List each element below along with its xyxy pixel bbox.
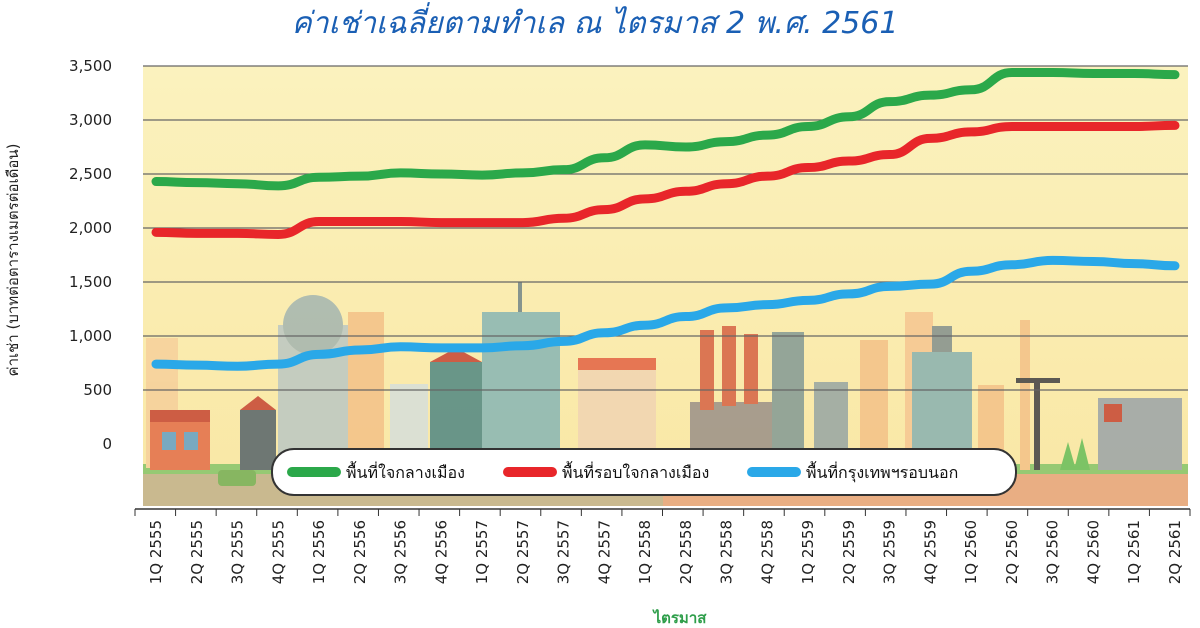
x-tick-label: 2Q 2560 [1003,520,1021,584]
x-tick-label: 2Q 2555 [188,520,206,584]
x-tick-label: 3Q 2557 [555,520,573,584]
y-gridlines [143,65,1188,391]
y-tick-label: 2,500 [69,165,112,183]
legend-box [271,448,1017,496]
x-tick-label: 3Q 2560 [1044,520,1062,584]
y-axis-label: ค่าเช่า (บาทต่อตารางเมตรต่อเดือน) [4,144,22,377]
x-tick-label: 4Q 2558 [758,520,776,584]
series-line-2 [151,120,1180,239]
y-tick-label: 500 [83,381,112,399]
legend: พื้นที่ใจกลางเมือง พื้นที่รอบใจกลางเมือง พ… [271,448,1017,496]
y-tick-label: 3,000 [69,111,112,129]
x-tick-label: 2Q 2556 [351,520,369,584]
series-lines [151,67,1180,371]
x-tick-label: 2Q 2559 [840,520,858,584]
x-tick-label: 2Q 2561 [1166,520,1184,584]
series-line-3 [151,255,1180,371]
y-tick-label: 2,000 [69,219,112,237]
x-tick-label: 1Q 2557 [473,520,491,584]
series-line-1 [151,67,1180,191]
x-tick-label: 4Q 2560 [1084,520,1102,584]
legend-label-2: พื้นที่รอบใจกลางเมือง [562,461,709,482]
x-tick-label: 1Q 2559 [799,520,817,584]
x-tick-label: 4Q 2555 [269,520,287,584]
chart-title: ค่าเช่าเฉลี่ยตามทำเล ณ ไตรมาส 2 พ.ศ. 256… [292,2,899,41]
x-tick-label: 3Q 2556 [392,520,410,584]
y-tick-label: 0 [102,435,112,453]
x-tick-label: 3Q 2558 [718,520,736,584]
x-tick-label: 4Q 2559 [921,520,939,584]
x-tick-label: 3Q 2559 [881,520,899,584]
legend-label-1: พื้นที่ใจกลางเมือง [346,461,465,482]
x-tick-label: 1Q 2558 [636,520,654,584]
x-axis-ticks: 1Q 2555 2Q 2555 3Q 2555 4Q 2555 1Q 2556 2Q 25… [134,509,1191,584]
x-tick-label: 1Q 2555 [147,520,165,584]
x-tick-label: 1Q 2560 [962,520,980,584]
y-tick-label: 3,500 [69,57,112,75]
x-tick-label: 1Q 2561 [1125,520,1143,584]
y-axis-ticks: 3,500 3,000 2,500 2,000 1,500 1,000 500 0 [69,57,112,453]
x-tick-label: 3Q 2555 [229,520,247,584]
y-tick-label: 1,500 [69,273,112,291]
x-tick-label: 1Q 2556 [310,520,328,584]
x-axis-label: ไตรมาส [652,608,708,627]
x-tick-label: 4Q 2557 [595,520,613,584]
x-tick-label: 2Q 2557 [514,520,532,584]
y-tick-label: 1,000 [69,327,112,345]
legend-label-3: พื้นที่กรุงเทพฯรอบนอก [806,461,958,483]
x-tick-label: 2Q 2558 [677,520,695,584]
x-tick-label: 4Q 2556 [432,520,450,584]
